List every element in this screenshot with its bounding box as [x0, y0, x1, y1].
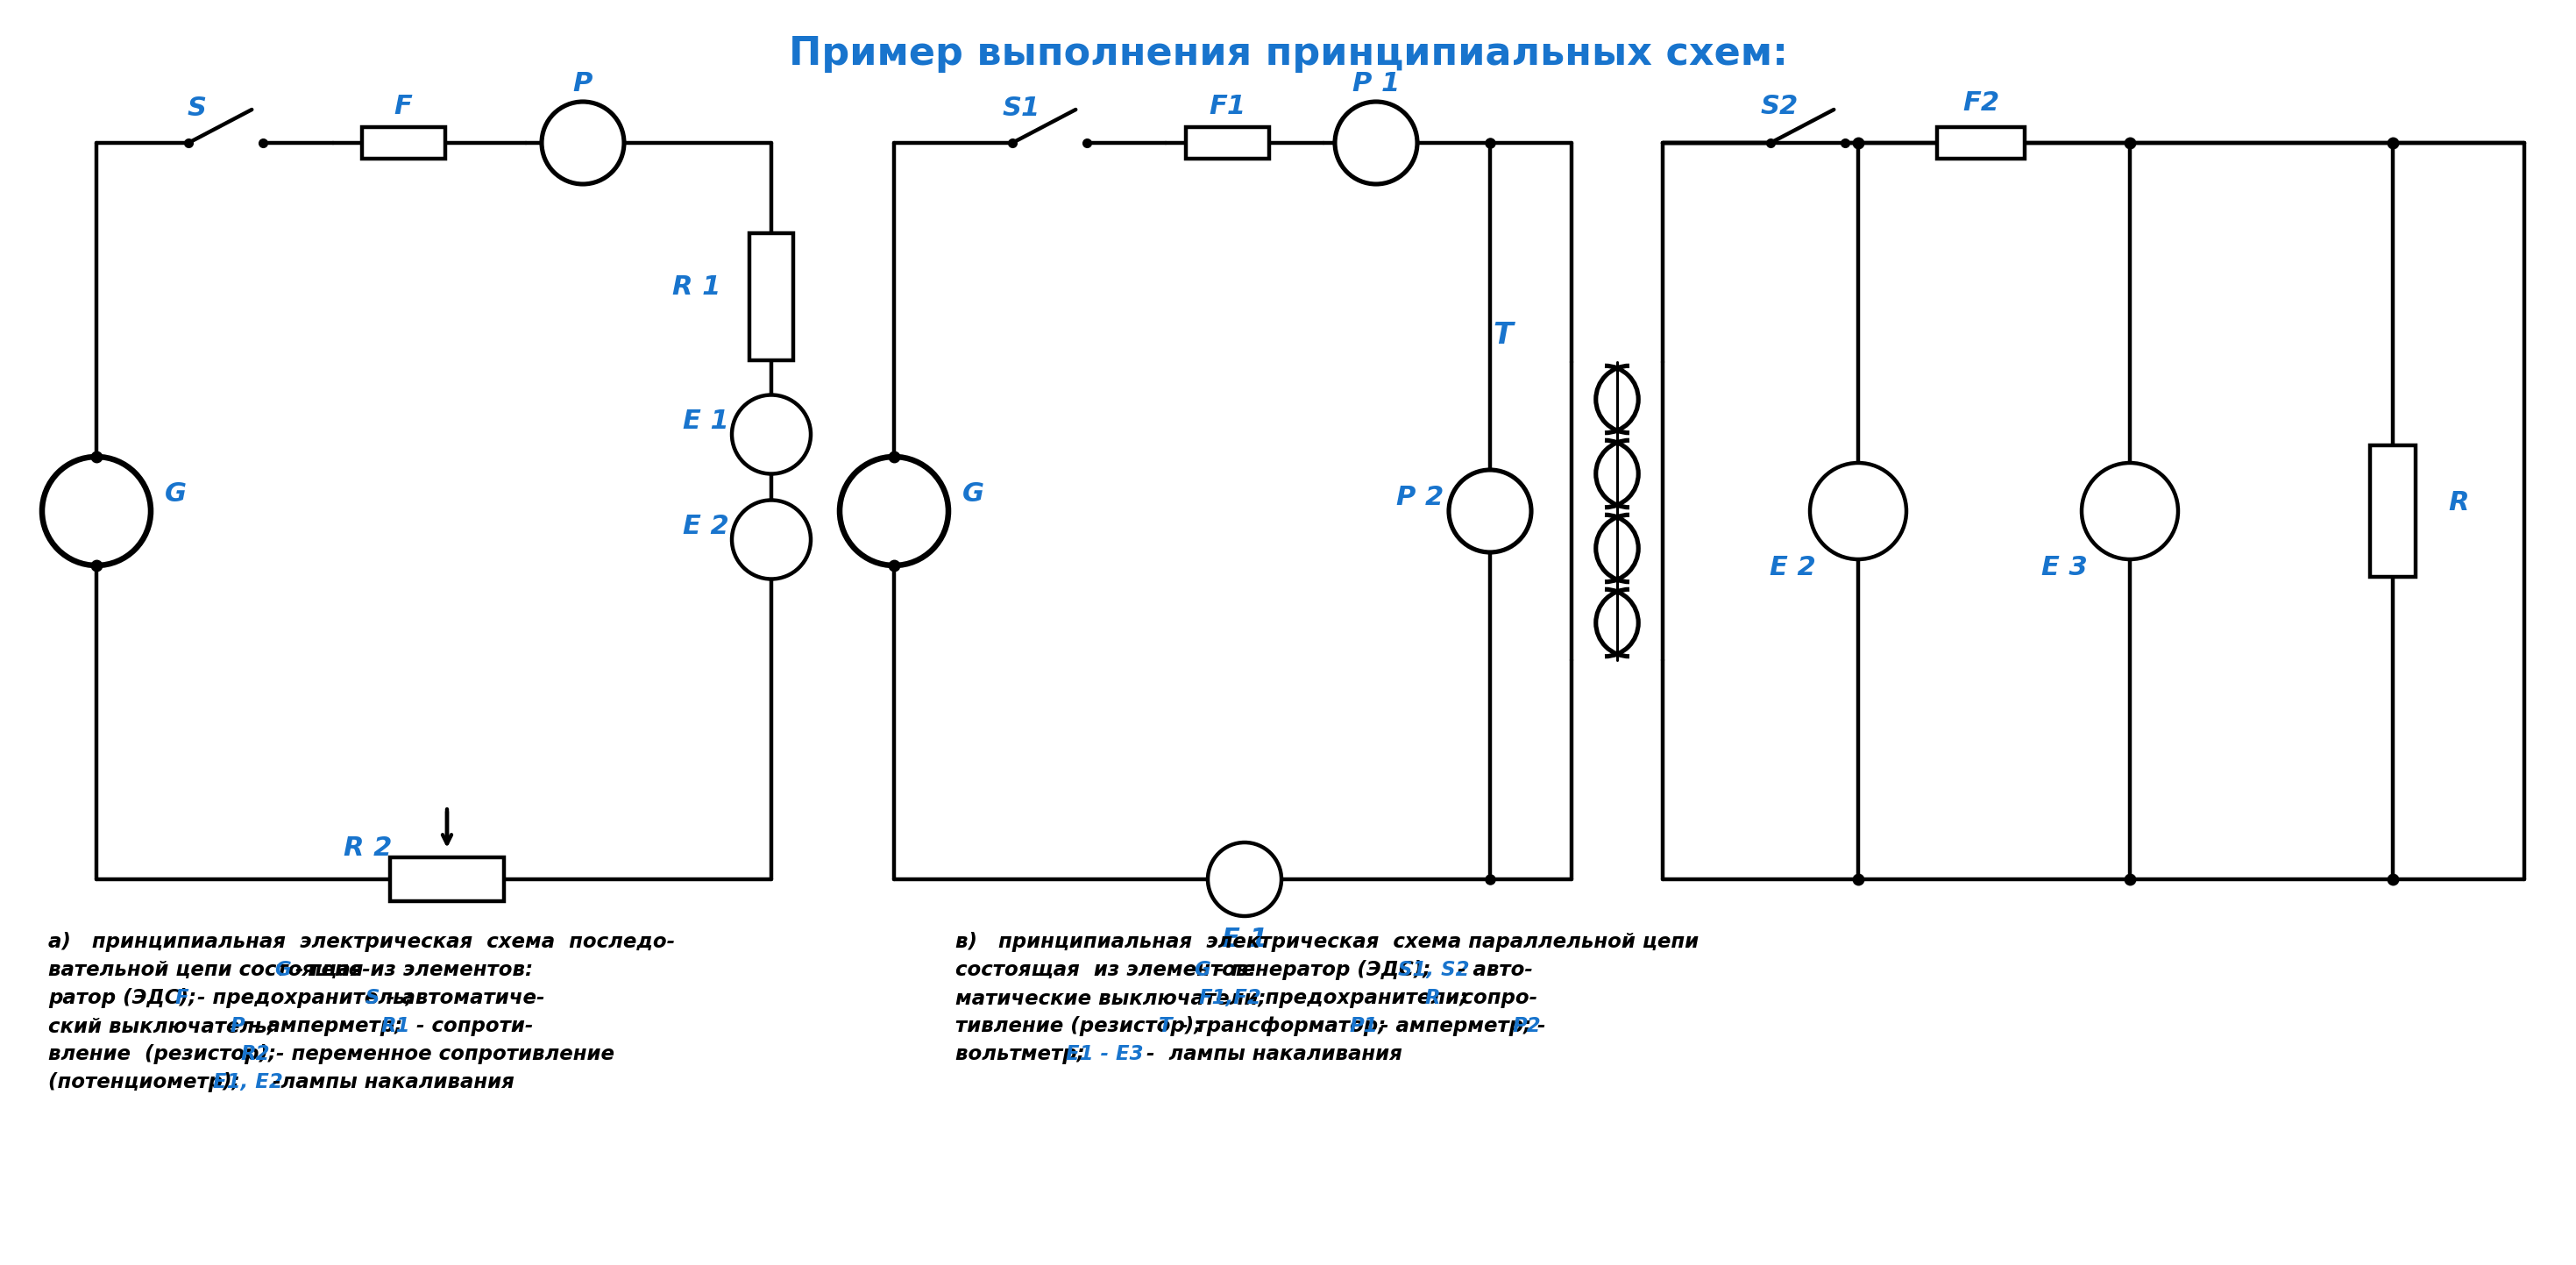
Text: -лампы накаливания: -лампы накаливания	[265, 1073, 515, 1092]
Text: R: R	[2447, 490, 2468, 515]
Text: вательной цепи состоящая из элементов:: вательной цепи состоящая из элементов:	[49, 960, 546, 980]
Text: R2: R2	[242, 1044, 270, 1064]
Text: ский выключатель;: ский выключатель;	[49, 1016, 289, 1036]
Text: - предохранитель;: - предохранитель;	[191, 988, 428, 1008]
Circle shape	[1811, 463, 1906, 559]
Text: T: T	[1159, 1016, 1172, 1036]
Text: E 3: E 3	[2040, 555, 2087, 581]
Bar	[2370, 445, 2416, 577]
Circle shape	[732, 395, 811, 474]
Text: - амперметр;: - амперметр;	[245, 1016, 417, 1036]
Text: P2: P2	[1512, 1016, 1540, 1036]
Text: V: V	[1479, 498, 1499, 524]
Text: S: S	[188, 95, 206, 120]
Text: вольтметр;: вольтметр;	[956, 1044, 1100, 1064]
Circle shape	[1448, 469, 1530, 553]
Text: G: G	[273, 960, 291, 980]
Text: - амперметр;: - амперметр;	[1373, 1016, 1546, 1036]
Bar	[750, 233, 793, 359]
Text: Пример выполнения принципиальных схем:: Пример выполнения принципиальных схем:	[788, 35, 1788, 73]
Text: G: G	[165, 481, 185, 506]
Text: A: A	[1365, 129, 1388, 157]
Text: R 2: R 2	[343, 836, 392, 861]
Text: P: P	[229, 1016, 245, 1036]
Text: -: -	[1535, 1016, 1546, 1036]
Text: Г: Г	[85, 495, 108, 528]
Text: F1: F1	[1208, 94, 1247, 119]
Text: - переменное сопротивление: - переменное сопротивление	[268, 1044, 616, 1064]
Circle shape	[732, 500, 811, 579]
Text: G: G	[961, 481, 984, 506]
Text: -  лампы накаливания: - лампы накаливания	[1139, 1044, 1401, 1064]
Text: P 2: P 2	[1396, 486, 1443, 511]
Bar	[389, 858, 505, 901]
Text: S1: S1	[1002, 95, 1041, 120]
Text: E 2: E 2	[1770, 555, 1816, 581]
Text: A: A	[572, 129, 595, 157]
Text: - автоматиче-: - автоматиче-	[379, 988, 544, 1008]
Text: E1, E2: E1, E2	[214, 1073, 283, 1092]
Text: E1 - E3: E1 - E3	[1066, 1044, 1144, 1064]
Text: E 2: E 2	[683, 514, 729, 539]
Text: тивление (резистор);: тивление (резистор);	[956, 1016, 1216, 1036]
Text: P: P	[572, 71, 592, 96]
Circle shape	[2081, 463, 2179, 559]
Circle shape	[41, 457, 152, 565]
Text: P1: P1	[1350, 1016, 1378, 1036]
Bar	[1185, 127, 1270, 158]
Circle shape	[840, 457, 948, 565]
Text: - гене-: - гене-	[289, 960, 371, 980]
Text: Г: Г	[884, 495, 904, 528]
Text: E 1: E 1	[683, 409, 729, 434]
Text: R 1: R 1	[672, 275, 721, 300]
Text: - трансформатор;: - трансформатор;	[1172, 1016, 1399, 1036]
Text: R1: R1	[381, 1016, 410, 1036]
Circle shape	[1334, 101, 1417, 185]
Text: G: G	[1193, 960, 1211, 980]
Text: а)   принципиальная  электрическая  схема  последо-: а) принципиальная электрическая схема по…	[49, 932, 675, 953]
Text: F1,F2: F1,F2	[1198, 988, 1262, 1008]
Text: F: F	[175, 988, 188, 1008]
Circle shape	[1208, 842, 1280, 916]
Text: P 1: P 1	[1352, 71, 1399, 96]
Text: S2: S2	[1759, 94, 1798, 119]
Text: - генератор (ЭДС);: - генератор (ЭДС);	[1208, 960, 1445, 980]
Bar	[361, 127, 446, 158]
Text: S1, S2: S1, S2	[1399, 960, 1468, 980]
Text: F2: F2	[1963, 91, 1999, 116]
Text: T: T	[1494, 321, 1512, 350]
Text: R: R	[1425, 988, 1440, 1008]
Text: - предохранители;: - предохранители;	[1242, 988, 1481, 1008]
Text: матические выключатели;: матические выключатели;	[956, 988, 1280, 1008]
Text: вление  (резистор);: вление (резистор);	[49, 1044, 291, 1064]
Text: состоящая  из элементов:: состоящая из элементов:	[956, 960, 1270, 980]
Circle shape	[541, 101, 623, 185]
Text: - авто-: - авто-	[1450, 960, 1533, 980]
Bar	[1937, 127, 2025, 158]
Text: E 1: E 1	[1221, 926, 1267, 951]
Text: в)   принципиальная  электрическая  схема параллельной цепи: в) принципиальная электрическая схема па…	[956, 932, 1698, 953]
Text: - сопроти-: - сопроти-	[410, 1016, 533, 1036]
Text: F: F	[394, 94, 412, 119]
Text: ратор (ЭДС);: ратор (ЭДС);	[49, 988, 211, 1008]
Text: (потенциометр);: (потенциометр);	[49, 1073, 255, 1092]
Text: - сопро-: - сопро-	[1440, 988, 1538, 1008]
Text: S: S	[366, 988, 379, 1008]
